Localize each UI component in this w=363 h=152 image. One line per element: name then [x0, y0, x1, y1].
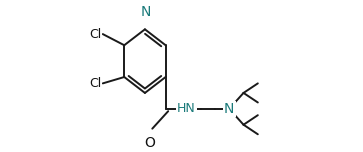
Text: Cl: Cl — [89, 28, 101, 41]
Text: O: O — [144, 136, 155, 150]
Text: Cl: Cl — [89, 77, 101, 90]
Text: N: N — [224, 102, 234, 116]
Text: N: N — [140, 5, 151, 19]
Text: HN: HN — [177, 102, 196, 115]
